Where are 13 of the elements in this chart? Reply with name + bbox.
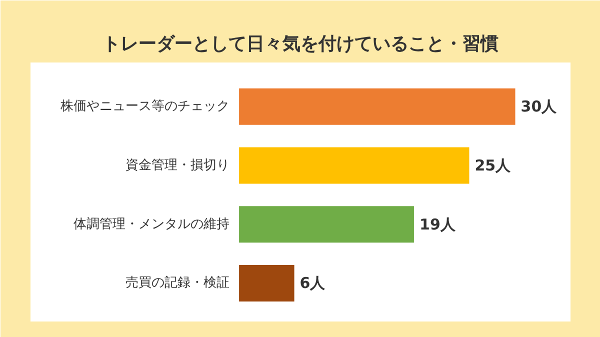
bar bbox=[239, 264, 294, 302]
data-label: 6人 bbox=[300, 274, 326, 292]
y-tick-label: 株価やニュース等のチェック bbox=[59, 99, 230, 114]
data-label: 30人 bbox=[520, 98, 558, 116]
data-label: 25人 bbox=[474, 156, 512, 175]
bar bbox=[239, 88, 516, 125]
bar bbox=[239, 147, 470, 184]
data-label: 19人 bbox=[420, 215, 456, 234]
bar bbox=[239, 206, 414, 243]
y-tick-label: 資金管理・損切り bbox=[125, 158, 230, 174]
chart-title: トレーダーとして日々気を付けていること・習慣 bbox=[102, 34, 498, 54]
y-tick-label: 売買の記録・検証 bbox=[125, 276, 230, 291]
y-tick-label: 体調管理・メンタルの維持 bbox=[73, 216, 230, 232]
